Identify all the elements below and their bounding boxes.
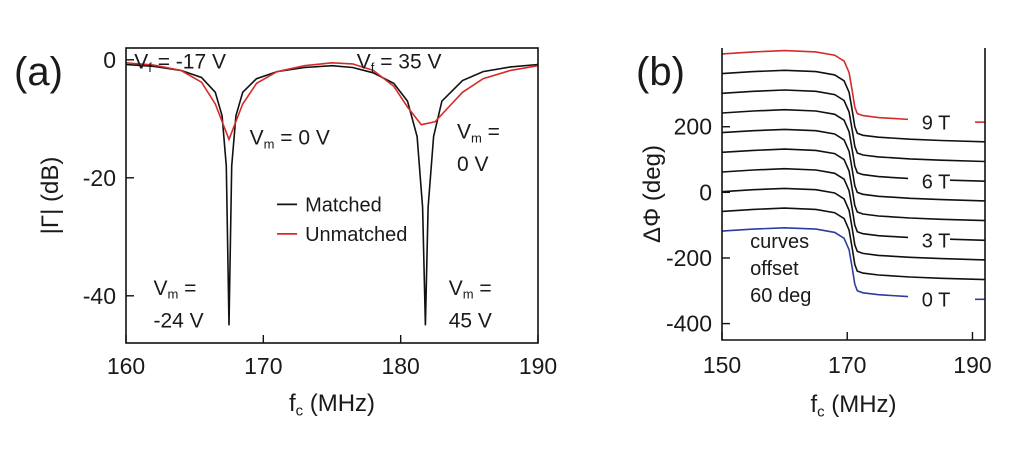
legend-label-matched: Matched (305, 194, 382, 216)
field-label-bg-1 (908, 167, 951, 194)
y-tick-label-b--200: -200 (666, 245, 712, 271)
annotation-a-0: Vf = -17 V (134, 50, 226, 75)
x-tick-label-a-180: 180 (381, 353, 419, 379)
panel-label-a: (a) (14, 50, 63, 94)
curve-0 (721, 226, 910, 298)
x-tick-label-a-190: 190 (519, 353, 557, 379)
plot-frame-a (125, 47, 539, 344)
x-tick-label-b-190: 190 (953, 352, 991, 378)
x-axis-label-a: fc (MHz) (289, 390, 375, 419)
x-axis-label-b: fc (MHz) (810, 391, 896, 420)
offset-note-line-0: curves (750, 231, 809, 253)
curve-5 (721, 128, 986, 202)
y-tick-label-a--20: -20 (83, 165, 116, 191)
y-axis-label-a: |Γ| (dB) (37, 157, 64, 235)
annotation-a-1: Vf = 35 V (357, 50, 442, 75)
curve-8 (721, 69, 986, 143)
panel-b-chart: 150 170 190 200 0 -200 -400 (b) fc (MHz) ΔΦ (deg)… (636, 48, 992, 420)
annotation-a-8: 45 V (449, 309, 492, 332)
panel-label-b: (b) (636, 50, 685, 94)
curve-1 (721, 207, 986, 281)
annotation-a-4: 0 V (457, 153, 489, 176)
x-tick-label-b-170: 170 (828, 352, 866, 378)
field-label-2: 3 T (922, 230, 951, 252)
series-line-matched (125, 63, 539, 326)
y-tick-label-a--40: -40 (83, 283, 116, 309)
curve-3 (721, 167, 986, 242)
annotation-a-6: -24 V (153, 309, 203, 332)
curve-4 (721, 148, 986, 222)
offset-note-line-2: 60 deg (750, 285, 811, 307)
annotation-a-5: Vm = (153, 277, 196, 302)
y-axis-label-b: ΔΦ (deg) (639, 145, 666, 243)
field-label-bg-3 (908, 285, 951, 312)
field-label-bg-0 (908, 108, 951, 135)
curve-6 (721, 108, 986, 182)
x-tick-label-a-170: 170 (244, 353, 282, 379)
offset-note-line-1: offset (750, 258, 799, 280)
y-tick-label-b--400: -400 (666, 311, 712, 337)
panel-a-chart: 160 170 180 190 0 -20 -40 (a) fc (MHz) |Γ| (dB) Vf… (14, 47, 557, 420)
curve-9 (721, 49, 910, 121)
field-label-0: 9 T (922, 112, 951, 134)
field-label-3: 0 T (922, 289, 951, 311)
annotation-a-3: Vm = (457, 121, 500, 146)
curve-7 (721, 89, 986, 163)
y-tick-label-a-0: 0 (103, 47, 116, 73)
y-tick-label-b-0: 0 (699, 179, 712, 205)
curve-2 (721, 187, 986, 261)
y-tick-label-b-200: 200 (674, 114, 712, 140)
field-label-1: 6 T (922, 171, 951, 193)
annotation-a-7: Vm = (449, 277, 492, 302)
x-tick-label-a-160: 160 (107, 353, 145, 379)
series-line-unmatched (125, 61, 539, 142)
plot-frame-b (721, 48, 986, 341)
x-tick-label-b-150: 150 (703, 352, 741, 378)
annotation-a-2: Vm = 0 V (250, 127, 330, 152)
field-label-bg-2 (908, 226, 951, 253)
legend-label-unmatched: Unmatched (305, 224, 407, 246)
